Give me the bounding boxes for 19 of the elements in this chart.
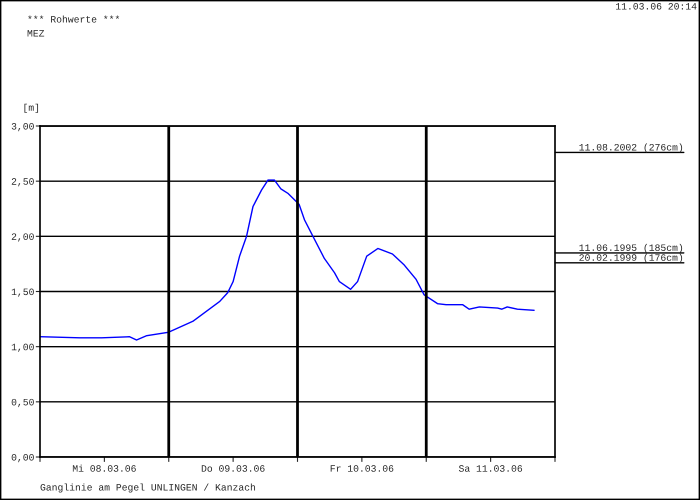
text: 11.03.06 20:14	[616, 3, 696, 10]
x-tick-label: Do 09.03.06	[202, 465, 265, 472]
x-tick-label: Fr 10.03.06	[330, 465, 394, 472]
y-tick-label: 2,00	[12, 233, 34, 242]
y-tick-label: 1,00	[12, 344, 34, 352]
chart-subtitle: MEZ	[28, 30, 44, 37]
y-tick-label: 3,00	[12, 123, 34, 132]
ref-line-label: 11.06.1995 (185cm)	[579, 244, 682, 253]
y-tick-label: 1,50	[12, 288, 34, 297]
y-tick-label: 0,50	[12, 398, 34, 408]
text: Ganglinie am Pegel UNLINGEN / Kanzach	[40, 483, 256, 493]
y-tick-label: 2,50	[12, 178, 34, 186]
ref-line-label: 20.02.1999 (176cm)	[579, 254, 682, 263]
y-tick-label: 0,00	[12, 454, 34, 462]
y-axis-title: [m]	[24, 104, 38, 113]
ref-line-label: 11.08.2002 (276cm)	[579, 143, 682, 152]
chart-title: *** Rohwerte ***	[28, 15, 120, 23]
x-tick-label: Mi 08.03.06	[72, 464, 136, 472]
x-tick-label: Sa 11.03.06	[458, 465, 522, 472]
